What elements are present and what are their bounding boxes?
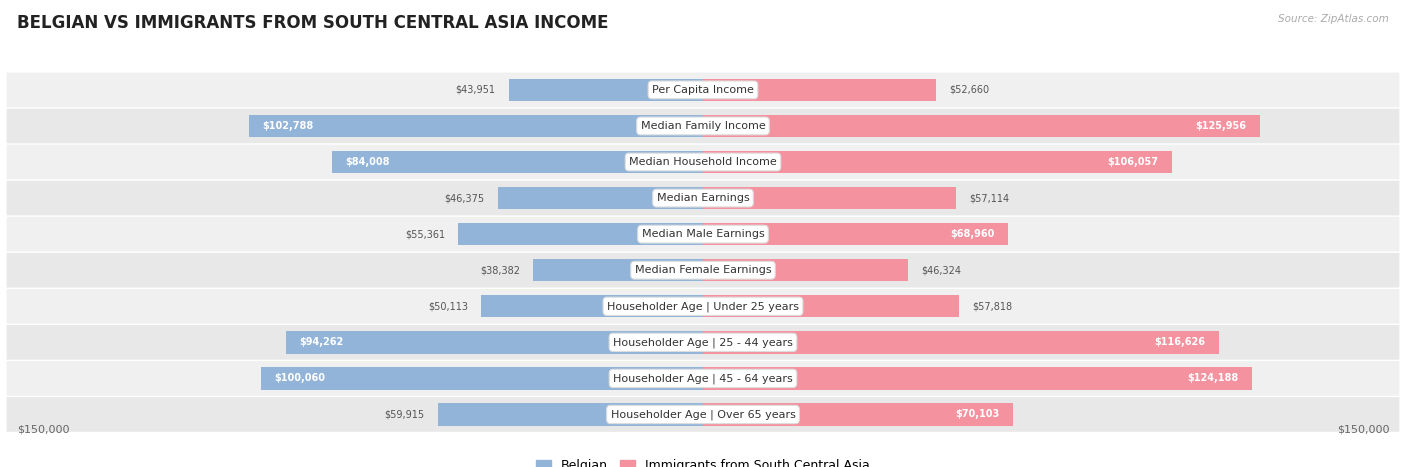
Text: $52,660: $52,660 [949,85,990,95]
Bar [498,187,703,209]
Text: Householder Age | 45 - 64 years: Householder Age | 45 - 64 years [613,373,793,384]
Text: Per Capita Income: Per Capita Income [652,85,754,95]
Bar [533,259,703,282]
Bar [703,151,1173,173]
Bar [703,403,1012,425]
Bar [703,115,1260,137]
Text: $55,361: $55,361 [405,229,444,239]
Bar [509,79,703,101]
Text: $116,626: $116,626 [1154,337,1205,347]
Bar [703,223,1008,245]
Text: $50,113: $50,113 [429,301,468,311]
Text: $57,818: $57,818 [972,301,1012,311]
Text: $150,000: $150,000 [1337,425,1389,435]
Text: Median Female Earnings: Median Female Earnings [634,265,772,275]
Text: $106,057: $106,057 [1108,157,1159,167]
FancyBboxPatch shape [7,253,1399,288]
Text: Median Earnings: Median Earnings [657,193,749,203]
Text: $94,262: $94,262 [299,337,343,347]
Text: $38,382: $38,382 [479,265,520,275]
FancyBboxPatch shape [7,109,1399,143]
Bar [703,187,956,209]
Bar [260,367,703,389]
Text: $68,960: $68,960 [950,229,994,239]
Bar [703,79,936,101]
Text: Householder Age | Under 25 years: Householder Age | Under 25 years [607,301,799,311]
FancyBboxPatch shape [7,289,1399,324]
Text: $124,188: $124,188 [1188,374,1239,383]
Bar [703,259,908,282]
Text: $46,324: $46,324 [921,265,962,275]
Bar [332,151,703,173]
FancyBboxPatch shape [7,397,1399,432]
Text: $125,956: $125,956 [1195,121,1247,131]
Bar [703,331,1219,354]
FancyBboxPatch shape [7,325,1399,360]
Bar [703,295,959,318]
Bar [458,223,703,245]
Text: Median Male Earnings: Median Male Earnings [641,229,765,239]
Legend: Belgian, Immigrants from South Central Asia: Belgian, Immigrants from South Central A… [531,454,875,467]
Text: $84,008: $84,008 [344,157,389,167]
Text: $100,060: $100,060 [274,374,325,383]
Text: Median Household Income: Median Household Income [628,157,778,167]
FancyBboxPatch shape [7,145,1399,179]
Text: $102,788: $102,788 [262,121,314,131]
Text: Median Family Income: Median Family Income [641,121,765,131]
Text: BELGIAN VS IMMIGRANTS FROM SOUTH CENTRAL ASIA INCOME: BELGIAN VS IMMIGRANTS FROM SOUTH CENTRAL… [17,14,609,32]
Text: Householder Age | 25 - 44 years: Householder Age | 25 - 44 years [613,337,793,347]
Text: $57,114: $57,114 [969,193,1010,203]
FancyBboxPatch shape [7,72,1399,107]
Text: $70,103: $70,103 [956,410,1000,419]
Bar [703,367,1253,389]
FancyBboxPatch shape [7,181,1399,215]
Text: Householder Age | Over 65 years: Householder Age | Over 65 years [610,409,796,420]
Text: $46,375: $46,375 [444,193,485,203]
Text: $43,951: $43,951 [456,85,495,95]
Bar [439,403,703,425]
Text: $150,000: $150,000 [17,425,69,435]
Bar [287,331,703,354]
Text: Source: ZipAtlas.com: Source: ZipAtlas.com [1278,14,1389,24]
Bar [481,295,703,318]
Bar [249,115,703,137]
FancyBboxPatch shape [7,217,1399,251]
FancyBboxPatch shape [7,361,1399,396]
Text: $59,915: $59,915 [385,410,425,419]
